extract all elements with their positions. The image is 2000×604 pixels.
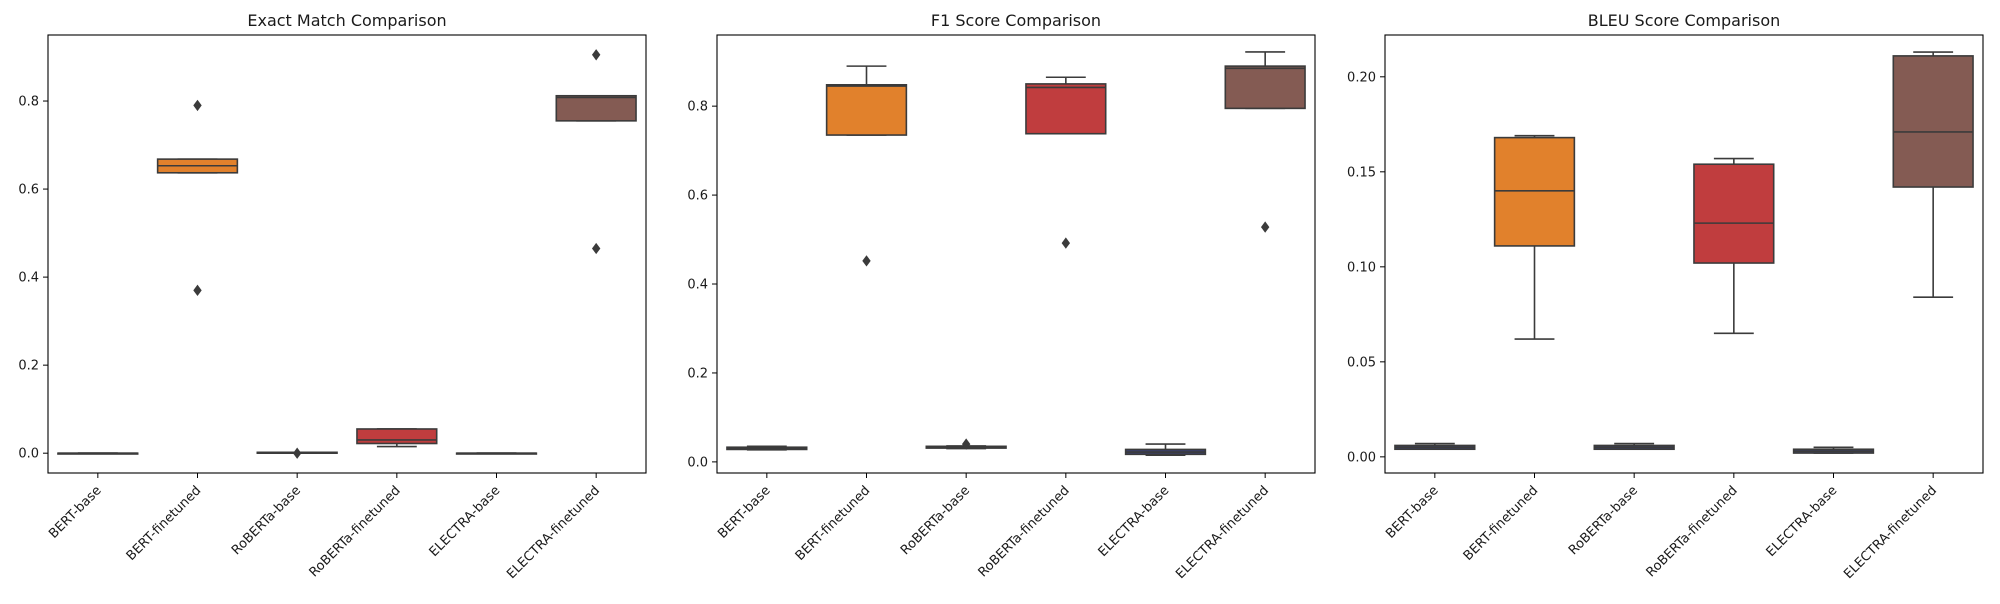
- y-tick-label: 0.8: [18, 95, 39, 110]
- box-roberta-finetuned: [1025, 76, 1107, 249]
- y-tick-label: 0.05: [1347, 355, 1376, 370]
- x-tick-label-roberta-finetuned: RoBERTa-finetuned: [307, 483, 404, 580]
- box-body: [555, 94, 637, 122]
- box-electra-base: [1792, 446, 1875, 454]
- x-tick-label-electra-base: ELECTRA-base: [427, 483, 504, 560]
- x-tick-label-roberta-base: RoBERTa-base: [898, 483, 973, 558]
- x-tick-label-roberta-finetuned: RoBERTa-finetuned: [1644, 483, 1741, 580]
- box-electra-finetuned: [1892, 51, 1974, 299]
- x-tick-label-roberta-base: RoBERTa-base: [1566, 483, 1641, 558]
- box-body: [1224, 65, 1306, 110]
- box-roberta-base: [925, 438, 1007, 450]
- y-tick-label: 0.6: [18, 183, 39, 198]
- y-tick-label: 0.8: [687, 100, 708, 115]
- y-tick-label: 0.4: [18, 271, 39, 286]
- y-tick-label: 0.4: [687, 278, 708, 293]
- y-tick-label: 0.15: [1347, 165, 1376, 180]
- chart-title: Exact Match Comparison: [247, 11, 446, 30]
- outlier-point: [591, 242, 601, 255]
- x-tick-label-electra-base: ELECTRA-base: [1764, 483, 1841, 560]
- outlier-point: [591, 49, 601, 61]
- box-electra-finetuned: [555, 49, 637, 255]
- box-body: [1892, 55, 1974, 188]
- outlier-point: [1260, 221, 1270, 233]
- box-body: [825, 84, 908, 136]
- outlier-point: [193, 284, 202, 296]
- box-body: [1025, 83, 1107, 135]
- x-tick-label-electra-finetuned: ELECTRA-finetuned: [1841, 483, 1940, 582]
- y-tick-label: 0.0: [687, 455, 708, 470]
- plot-frame: [1384, 34, 1984, 474]
- x-tick-label-bert-finetuned: BERT-finetuned: [1461, 483, 1542, 564]
- x-tick-label-electra-finetuned: ELECTRA-finetuned: [1173, 483, 1272, 582]
- chart-panel-2: F1 Score Comparison 0.0 0.2 0.4 0.6 0.8 BERT-b…: [687, 11, 1316, 582]
- chart-title: F1 Score Comparison: [931, 11, 1101, 30]
- plot-frame: [47, 34, 647, 474]
- box-body: [1493, 136, 1576, 247]
- box-body: [1693, 163, 1775, 264]
- plot-frame: [716, 34, 1316, 474]
- y-tick-label: 0.6: [687, 189, 708, 204]
- chart-title: BLEU Score Comparison: [1588, 11, 1781, 30]
- x-tick-label-bert-finetuned: BERT-finetuned: [793, 483, 874, 564]
- box-bert-base: [57, 452, 139, 455]
- box-electra-finetuned: [1224, 51, 1306, 233]
- x-tick-label-bert-base: BERT-base: [1383, 483, 1441, 541]
- box-bert-finetuned: [1493, 134, 1576, 340]
- box-bert-base: [726, 445, 808, 451]
- y-tick-label: 0.2: [687, 366, 708, 381]
- box-bert-finetuned: [156, 99, 239, 296]
- x-tick-label-roberta-finetuned: RoBERTa-finetuned: [976, 483, 1073, 580]
- x-tick-label-bert-base: BERT-base: [46, 483, 104, 541]
- x-tick-label-roberta-base: RoBERTa-base: [229, 483, 304, 558]
- box-roberta-base: [1593, 442, 1675, 451]
- box-bert-base: [1394, 442, 1476, 451]
- y-tick-label: 0.0: [18, 447, 39, 462]
- chart-panel-3: BLEU Score Comparison 0.00 0.05 0.10 0.15 0.2…: [1347, 11, 1984, 582]
- x-tick-label-electra-finetuned: ELECTRA-finetuned: [504, 483, 603, 582]
- box-roberta-finetuned: [1693, 157, 1775, 335]
- x-tick-label-bert-base: BERT-base: [715, 483, 773, 541]
- outlier-point: [1061, 237, 1071, 249]
- box-roberta-finetuned: [356, 428, 438, 448]
- x-tick-label-bert-finetuned: BERT-finetuned: [124, 483, 205, 564]
- outlier-point: [961, 438, 971, 450]
- outlier-point: [862, 255, 871, 267]
- chart-panel-1: Exact Match Comparison 0.0 0.2 0.4 0.6 0.8 BER…: [18, 11, 647, 582]
- y-tick-label: 0.20: [1347, 70, 1376, 85]
- box-electra-base: [1124, 443, 1207, 457]
- box-electra-base: [455, 452, 538, 455]
- box-bert-finetuned: [825, 65, 908, 267]
- outlier-point: [292, 447, 302, 459]
- box-roberta-base: [256, 447, 338, 459]
- y-tick-label: 0.00: [1347, 450, 1376, 465]
- y-tick-label: 0.2: [18, 359, 39, 374]
- x-tick-label-electra-base: ELECTRA-base: [1096, 483, 1173, 560]
- outlier-point: [193, 99, 202, 112]
- box-body: [356, 428, 438, 445]
- y-tick-label: 0.10: [1347, 260, 1376, 275]
